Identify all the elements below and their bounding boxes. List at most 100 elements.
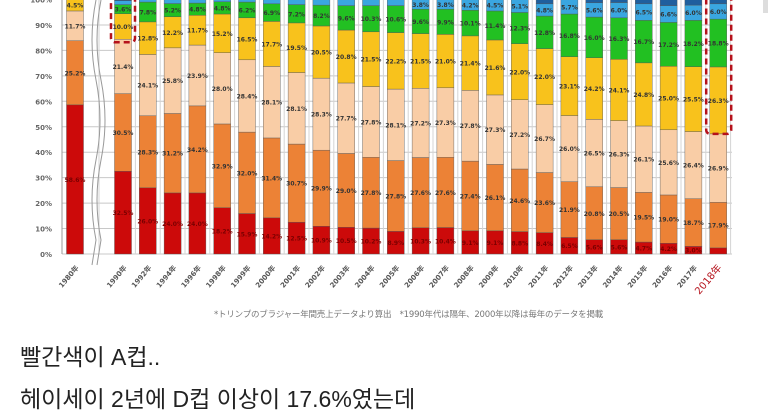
data-label: 8.2%	[313, 13, 330, 20]
x-tick-label: 2012年	[551, 264, 575, 290]
highlight-box-1990	[109, 0, 137, 44]
data-label: 32.5%	[113, 210, 134, 217]
x-tick-label: 2015年	[625, 264, 649, 290]
data-label: 16.5%	[237, 36, 258, 43]
data-label: 9.9%	[437, 19, 454, 26]
x-tick-label: 2001年	[278, 264, 302, 290]
data-label: 5.7%	[561, 4, 578, 11]
data-label: 28.3%	[137, 149, 158, 156]
data-label: 4.2%	[462, 2, 479, 9]
data-label: 10.2%	[361, 239, 382, 246]
data-label: 26.9%	[708, 166, 729, 173]
y-tick-label: 60%	[35, 98, 52, 106]
data-label: 27.3%	[435, 120, 456, 127]
x-tick-label: 2014年	[601, 264, 625, 290]
data-label: 18.8%	[708, 41, 729, 48]
data-label: 6.0%	[710, 9, 727, 16]
data-label: 8.4%	[536, 241, 553, 248]
y-tick-label: 20%	[35, 200, 52, 208]
data-label: 18.7%	[683, 220, 704, 227]
bar-segment	[635, 0, 653, 5]
x-tick-label: 2013年	[576, 264, 600, 290]
y-tick-label: 80%	[35, 47, 52, 55]
data-label: 5.1%	[511, 3, 528, 10]
data-label: 15.9%	[237, 231, 258, 238]
x-tick-label: 2004年	[353, 264, 377, 290]
data-label: 21.5%	[410, 58, 431, 65]
data-label: 27.4%	[460, 193, 481, 200]
data-label: 16.8%	[559, 33, 580, 40]
data-label: 6.5%	[635, 10, 652, 17]
data-label: 34.2%	[187, 147, 208, 154]
data-label: 22.0%	[534, 74, 555, 81]
data-label: 28.3%	[311, 112, 332, 119]
bar-segment	[411, 0, 430, 10]
data-label: 20.5%	[609, 211, 630, 218]
bar-segment	[486, 0, 504, 12]
x-tick-label: 2003年	[328, 264, 352, 290]
x-tick-label: 2008年	[452, 264, 476, 290]
data-label: 12.8%	[534, 30, 555, 37]
bar-segment	[188, 0, 207, 4]
data-label: 25.8%	[162, 78, 183, 85]
data-label: 11.7%	[187, 28, 208, 35]
data-label: 12.5%	[286, 236, 307, 243]
data-label: 11.4%	[485, 23, 506, 30]
data-label: 26.1%	[485, 195, 506, 202]
bar-segment	[511, 0, 529, 13]
data-label: 10.3%	[361, 16, 382, 23]
data-label: 19.5%	[633, 215, 654, 222]
data-label: 30.5%	[113, 130, 134, 137]
data-label: 26.3%	[609, 152, 630, 159]
data-label: 3.0%	[685, 248, 702, 255]
x-tick-label: 2009年	[477, 264, 501, 290]
data-label: 27.7%	[336, 116, 357, 123]
axis-break-line	[91, 0, 101, 266]
data-label: 28.1%	[261, 100, 282, 107]
data-label: 3.8%	[437, 2, 454, 9]
chart-footnote: *トリンプのブラジャー年間売上データより算出 *1990年代は隔年、2000年以…	[214, 310, 604, 320]
data-label: 21.6%	[485, 65, 506, 72]
highlight-box-2018	[704, 0, 733, 136]
data-label: 27.6%	[435, 190, 456, 197]
data-label: 25.2%	[65, 70, 86, 77]
scrollbar[interactable]	[763, 0, 768, 13]
data-label: 10.6%	[385, 17, 406, 24]
bar-segment	[387, 0, 405, 6]
data-label: 20.8%	[336, 54, 357, 61]
data-label: 4.7%	[635, 246, 652, 253]
data-label: 27.6%	[410, 190, 431, 197]
data-label: 4.8%	[189, 7, 206, 14]
data-label: 27.2%	[410, 120, 431, 127]
bar-segment	[287, 0, 306, 5]
x-tick-label: 2016年	[650, 264, 674, 290]
x-tick-label: 1980年	[57, 264, 81, 290]
data-label: 11.7%	[65, 23, 86, 30]
bar-segment	[585, 0, 603, 4]
data-label: 14.2%	[261, 233, 282, 240]
data-label: 10.4%	[435, 238, 456, 245]
data-label: 16.3%	[609, 36, 630, 43]
data-label: 58.6%	[65, 177, 86, 184]
x-tick-label: 2006年	[402, 264, 426, 290]
data-label: 12.3%	[509, 26, 530, 33]
x-tick-label: 1990年	[105, 264, 129, 290]
data-label: 17.9%	[708, 223, 729, 230]
y-tick-label: 100%	[30, 0, 52, 5]
data-label: 25.6%	[658, 160, 679, 167]
bar-segment	[436, 0, 455, 10]
data-label: 16.7%	[633, 39, 654, 46]
data-label: 29.0%	[336, 188, 357, 195]
y-tick-label: 40%	[35, 149, 52, 157]
data-label: 31.2%	[162, 151, 183, 158]
data-label: 23.9%	[187, 73, 208, 80]
data-label: 26.4%	[683, 163, 704, 170]
data-label: 12.2%	[162, 30, 183, 37]
data-label: 5.6%	[586, 7, 603, 14]
data-label: 28.4%	[237, 93, 258, 100]
data-label: 25.0%	[658, 95, 679, 102]
bar-segment	[337, 0, 355, 6]
data-label: 6.6%	[660, 12, 677, 19]
data-label: 26.1%	[633, 157, 654, 164]
data-label: 24.1%	[137, 83, 158, 90]
